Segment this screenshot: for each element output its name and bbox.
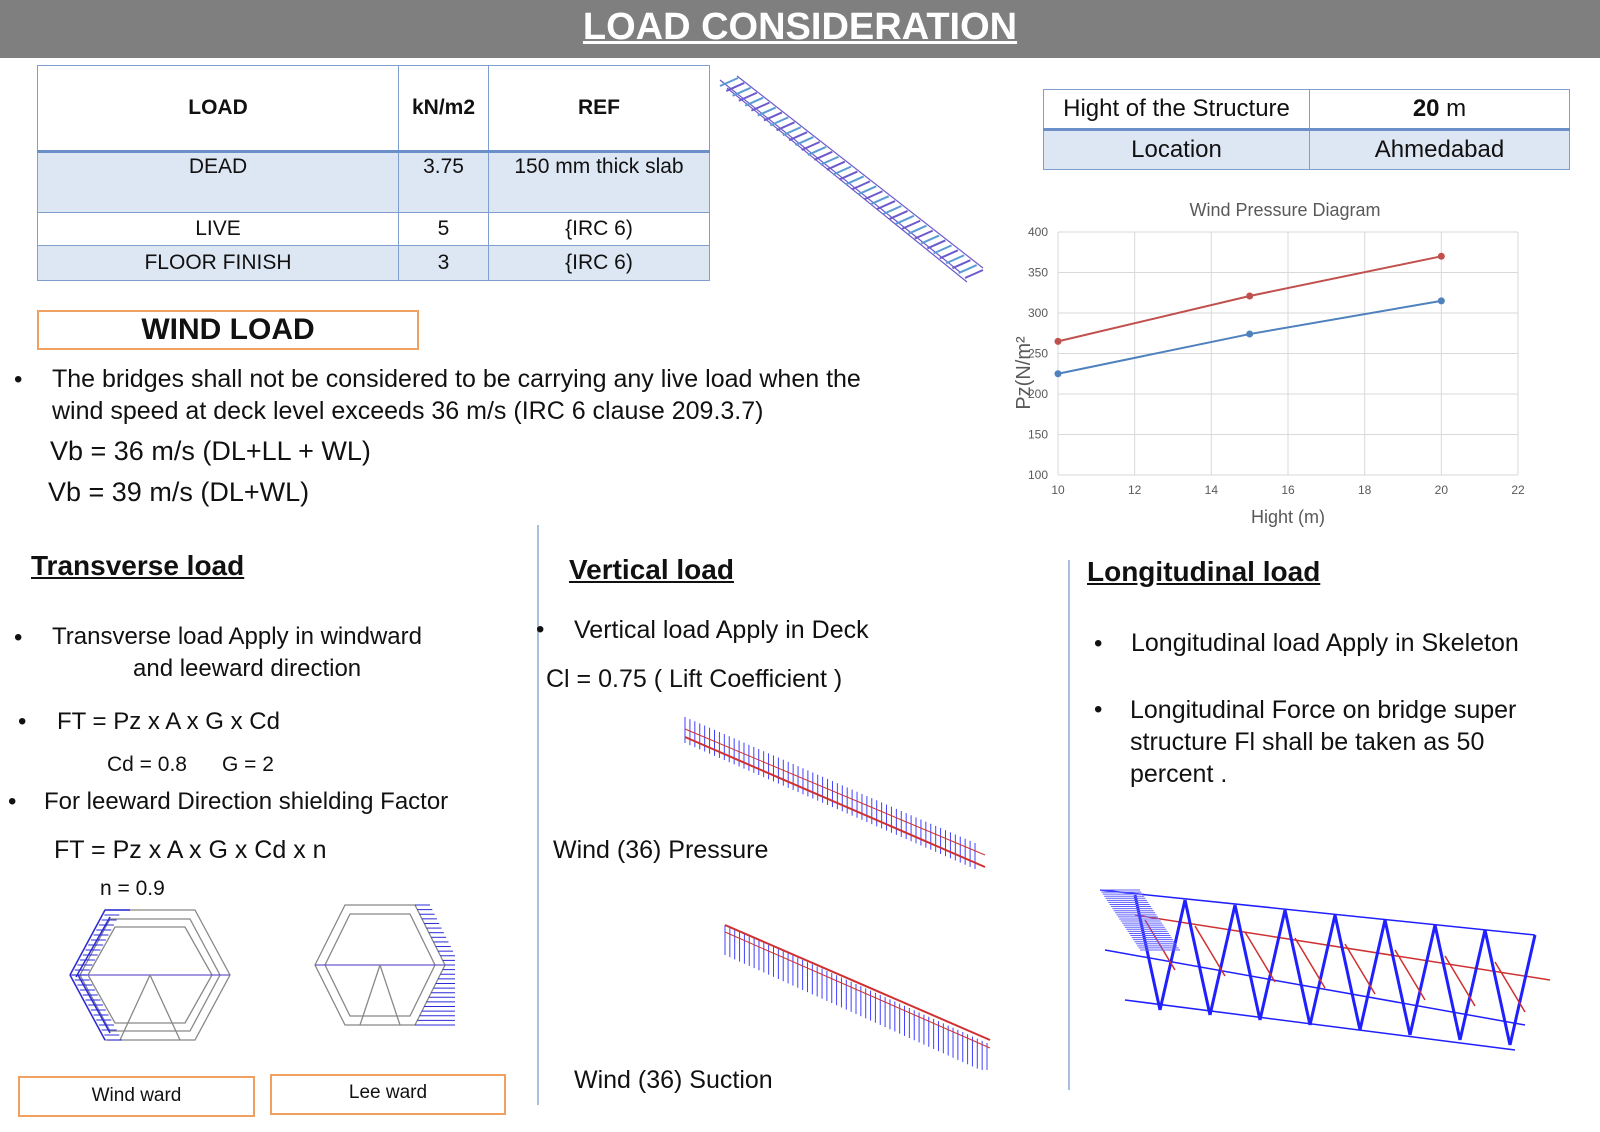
x-tick-label: 18 xyxy=(1358,483,1372,497)
location-label: Location xyxy=(1043,129,1310,170)
table-row: DEAD 3.75 150 mm thick slab xyxy=(37,151,710,213)
data-point xyxy=(1246,330,1254,338)
table-row: LIVE 5 {IRC 6) xyxy=(37,212,710,246)
transverse-bullet-1: Transverse load Apply in windward and le… xyxy=(52,621,472,685)
cell-value: 3 xyxy=(398,245,489,281)
bullet-icon: • xyxy=(14,366,23,393)
shielding-factor: n = 0.9 xyxy=(100,877,165,900)
header-load: LOAD xyxy=(37,65,399,153)
x-tick-label: 14 xyxy=(1205,483,1219,497)
bullet-icon: • xyxy=(18,708,27,735)
windward-section-image xyxy=(69,909,231,1041)
transverse-b1-line1: Transverse load Apply in windward xyxy=(52,623,422,650)
wind-load-line1: The bridges shall not be considered to b… xyxy=(52,365,861,393)
lift-coefficient: Cl = 0.75 ( Lift Coefficient ) xyxy=(546,665,843,693)
leeward-section-image xyxy=(314,904,455,1026)
table-row: Location Ahmedabad xyxy=(1043,129,1570,170)
load-table-header: LOAD kN/m2 REF xyxy=(37,65,710,153)
header-unit: kN/m2 xyxy=(398,65,489,153)
transverse-heading: Transverse load xyxy=(31,550,245,581)
vb-combination-2: Vb = 39 m/s (DL+WL) xyxy=(48,477,310,507)
wind-suction-deck-image xyxy=(724,924,991,1070)
height-label: Hight of the Structure xyxy=(1043,89,1310,131)
height-value: 20 xyxy=(1412,95,1440,122)
x-tick-label: 22 xyxy=(1511,483,1525,497)
cell-load: LIVE xyxy=(37,212,399,246)
page-title: LOAD CONSIDERATION xyxy=(582,6,1018,48)
x-tick-label: 12 xyxy=(1128,483,1142,497)
windward-label: Wind ward xyxy=(18,1076,255,1117)
x-tick-label: 16 xyxy=(1281,483,1295,497)
deck-model-image xyxy=(719,75,984,283)
wind-pressure-deck-image xyxy=(684,717,986,869)
bullet-icon: • xyxy=(536,616,545,643)
bullet-icon: • xyxy=(14,624,23,651)
table-row: Hight of the Structure 20 m xyxy=(1043,89,1570,131)
vertical-heading: Vertical load xyxy=(569,554,734,585)
y-tick-label: 400 xyxy=(1028,225,1048,239)
y-tick-label: 350 xyxy=(1028,266,1048,280)
cell-value: 5 xyxy=(398,212,489,246)
y-tick-label: 100 xyxy=(1028,468,1048,482)
structure-info-table: Hight of the Structure 20 m Location Ahm… xyxy=(1043,89,1570,170)
data-point xyxy=(1246,292,1254,300)
longitudinal-b2-line2: structure Fl shall be taken as 50 xyxy=(1130,728,1485,756)
vb-combination-1: Vb = 36 m/s (DL+LL + WL) xyxy=(50,436,371,466)
longitudinal-bullet-2: Longitudinal Force on bridge super struc… xyxy=(1130,694,1580,790)
wind-pressure-chart: Wind Pressure Diagram 10 12 14 16 18 20 22 100… xyxy=(1013,200,1525,527)
skeleton-model-image xyxy=(1099,889,1551,1051)
longitudinal-heading: Longitudinal load xyxy=(1087,556,1321,587)
column-divider xyxy=(1068,560,1070,1090)
longitudinal-b2-line1: Longitudinal Force on bridge super xyxy=(1130,696,1517,724)
column-divider xyxy=(537,525,539,1105)
vertical-bullet-1: Vertical load Apply in Deck xyxy=(574,616,869,644)
data-point xyxy=(1437,297,1445,305)
cell-ref: 150 mm thick slab xyxy=(488,151,710,213)
transverse-b1-line2: and leeward direction xyxy=(133,655,362,682)
bullet-icon: • xyxy=(1094,630,1103,657)
data-point xyxy=(1054,370,1062,378)
y-tick-label: 300 xyxy=(1028,306,1048,320)
x-tick-label: 10 xyxy=(1051,483,1065,497)
y-tick-label: 150 xyxy=(1028,428,1048,442)
height-value-cell: 20 m xyxy=(1309,89,1570,131)
cd-g-values: Cd = 0.8 G = 2 xyxy=(107,753,274,776)
chart-title: Wind Pressure Diagram xyxy=(1189,200,1380,220)
location-value: Ahmedabad xyxy=(1309,129,1570,170)
data-point xyxy=(1437,252,1445,260)
wind-load-line2: wind speed at deck level exceeds 36 m/s … xyxy=(52,397,764,425)
y-tick-label: 250 xyxy=(1028,347,1048,361)
wind-load-text: The bridges shall not be considered to b… xyxy=(52,363,952,427)
longitudinal-b2-line3: percent . xyxy=(1130,760,1228,788)
bullet-icon: • xyxy=(1094,696,1103,723)
title-banner: LOAD CONSIDERATION xyxy=(0,0,1600,58)
y-tick-label: 200 xyxy=(1028,387,1048,401)
cell-load: DEAD xyxy=(37,151,399,213)
table-row: FLOOR FINISH 3 {IRC 6) xyxy=(37,245,710,281)
cell-value: 3.75 xyxy=(398,151,489,213)
data-point xyxy=(1054,337,1062,345)
load-table: LOAD kN/m2 REF DEAD 3.75 150 mm thick sl… xyxy=(37,65,710,281)
header-ref: REF xyxy=(488,65,710,153)
cell-load: FLOOR FINISH xyxy=(37,245,399,281)
cell-ref: {IRC 6) xyxy=(488,212,710,246)
cell-ref: {IRC 6) xyxy=(488,245,710,281)
x-tick-label: 20 xyxy=(1435,483,1449,497)
height-unit: m xyxy=(1439,95,1467,122)
bullet-icon: • xyxy=(8,788,17,815)
wind-suction-label: Wind (36) Suction xyxy=(574,1066,773,1094)
leeward-shielding-text: For leeward Direction shielding Factor xyxy=(44,788,449,815)
chart-x-label: Hight (m) xyxy=(1251,507,1325,527)
ft-formula-shielded: FT = Pz x A x G x Cd x n xyxy=(54,836,327,864)
longitudinal-bullet-1: Longitudinal load Apply in Skeleton xyxy=(1131,629,1519,657)
wind-load-heading: WIND LOAD xyxy=(37,310,419,350)
ft-formula: FT = Pz x A x G x Cd xyxy=(57,708,280,735)
chart-y-label: Pz(N/m² xyxy=(1013,336,1035,410)
wind-pressure-label: Wind (36) Pressure xyxy=(553,836,769,864)
leeward-label: Lee ward xyxy=(270,1074,506,1115)
